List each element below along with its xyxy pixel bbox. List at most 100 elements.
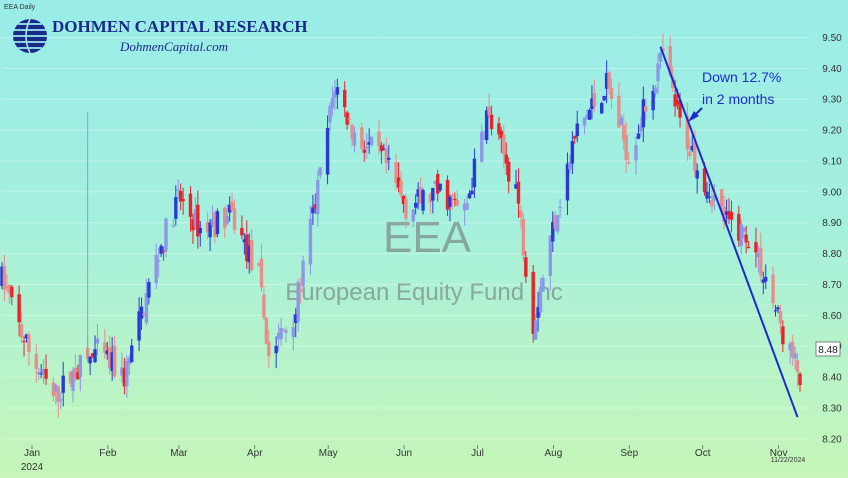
candle-body [369, 136, 374, 146]
candle-body [741, 227, 746, 232]
candle-body [139, 306, 144, 319]
last-price-box [815, 341, 841, 357]
candle-body [533, 320, 538, 340]
candle-body [773, 310, 778, 312]
candle-body [95, 338, 100, 344]
candle-body [54, 385, 58, 392]
candle-body [428, 194, 433, 203]
candle-body [548, 235, 553, 276]
candle-body [230, 201, 234, 211]
candle-body [445, 179, 450, 210]
candle-body [147, 281, 151, 298]
brand-url: DohmenCapital.com [119, 39, 228, 54]
candle-body [10, 286, 14, 298]
candle-body [609, 87, 614, 100]
candle-body [223, 208, 227, 229]
y-tick-label: 9.50 [822, 33, 842, 44]
candle-body [68, 371, 73, 384]
candle-body [788, 343, 792, 351]
candle-body [362, 149, 366, 153]
candle-body [59, 399, 63, 401]
candle-body [764, 276, 768, 282]
candle-body [313, 204, 318, 209]
candle-body [702, 168, 707, 193]
end-date-label: 11/22/2024 [771, 457, 806, 464]
candle-body [656, 63, 660, 82]
candle-body [205, 222, 210, 233]
candle-body [328, 105, 332, 123]
candle-body [227, 204, 232, 213]
candle-body [795, 360, 800, 372]
candle-body [693, 141, 697, 172]
candle-body [284, 330, 288, 333]
candle-body [245, 234, 249, 262]
candle-body [754, 242, 758, 253]
candle-body [5, 287, 9, 289]
candle-body [24, 334, 29, 339]
candle-body [159, 245, 163, 254]
candle-body [793, 353, 797, 359]
candle-body [541, 277, 545, 292]
x-tick-label: Feb [99, 448, 117, 459]
candle-body [421, 190, 425, 211]
candle-body [555, 215, 560, 232]
candle-body [144, 292, 149, 323]
candle-body [482, 137, 486, 140]
globe-logo-icon [13, 18, 47, 54]
candle-body [448, 196, 452, 208]
candle-body [7, 285, 12, 294]
candle-body [634, 145, 638, 161]
candle-body [308, 218, 313, 265]
candle-body [756, 253, 761, 258]
candle-body [301, 260, 305, 287]
candle-body [0, 266, 4, 286]
y-tick-label: 9.20 [822, 126, 842, 137]
candle-body [626, 162, 631, 164]
candle-body [531, 271, 535, 334]
y-tick-label: 8.80 [822, 249, 842, 260]
candle-body [487, 106, 491, 116]
candle-body [624, 135, 628, 160]
brand-header: EEA Daily DOHMEN CAPITAL RESEARCH Dohmen… [4, 4, 308, 54]
candle-body [394, 162, 398, 184]
candle-body [524, 257, 528, 277]
candle-body [61, 375, 65, 393]
x-tick-label: Jan [24, 448, 40, 459]
annotation-line-2: in 2 months [702, 91, 774, 107]
candle-body [264, 317, 269, 344]
candle-body [685, 116, 690, 150]
candle-body [379, 145, 384, 152]
candle-body [568, 162, 572, 170]
candle-body [759, 247, 763, 276]
candle-body [639, 126, 643, 132]
candle-body [582, 117, 587, 126]
candle-body [240, 227, 244, 236]
candle-body [335, 87, 340, 95]
candle-body [438, 183, 442, 191]
candle-body [636, 133, 641, 139]
candle-body [600, 103, 604, 114]
x-tick-label: Oct [695, 448, 711, 459]
candle-body [688, 151, 692, 157]
candle-body [56, 386, 61, 403]
candle-body [570, 141, 575, 164]
candle-body [413, 202, 418, 208]
candle-body [575, 123, 579, 137]
candle-body [565, 163, 570, 201]
candle-body [480, 131, 484, 163]
candle-body [384, 148, 389, 163]
candles [0, 33, 802, 418]
candle-body [350, 124, 354, 140]
candle-body [76, 372, 80, 380]
candle-body [695, 170, 699, 179]
candle-body [73, 367, 78, 379]
x-axis: Jan Feb Mar Apr May Jun Jul Aug Sep Oct Nov 2024 [21, 445, 787, 473]
candle-body [34, 354, 38, 369]
candle-body [673, 94, 677, 107]
candle-body [455, 200, 460, 206]
x-tick-label: Jul [471, 448, 484, 459]
watermark-ticker: EEA [383, 213, 472, 262]
candle-body [607, 72, 611, 89]
